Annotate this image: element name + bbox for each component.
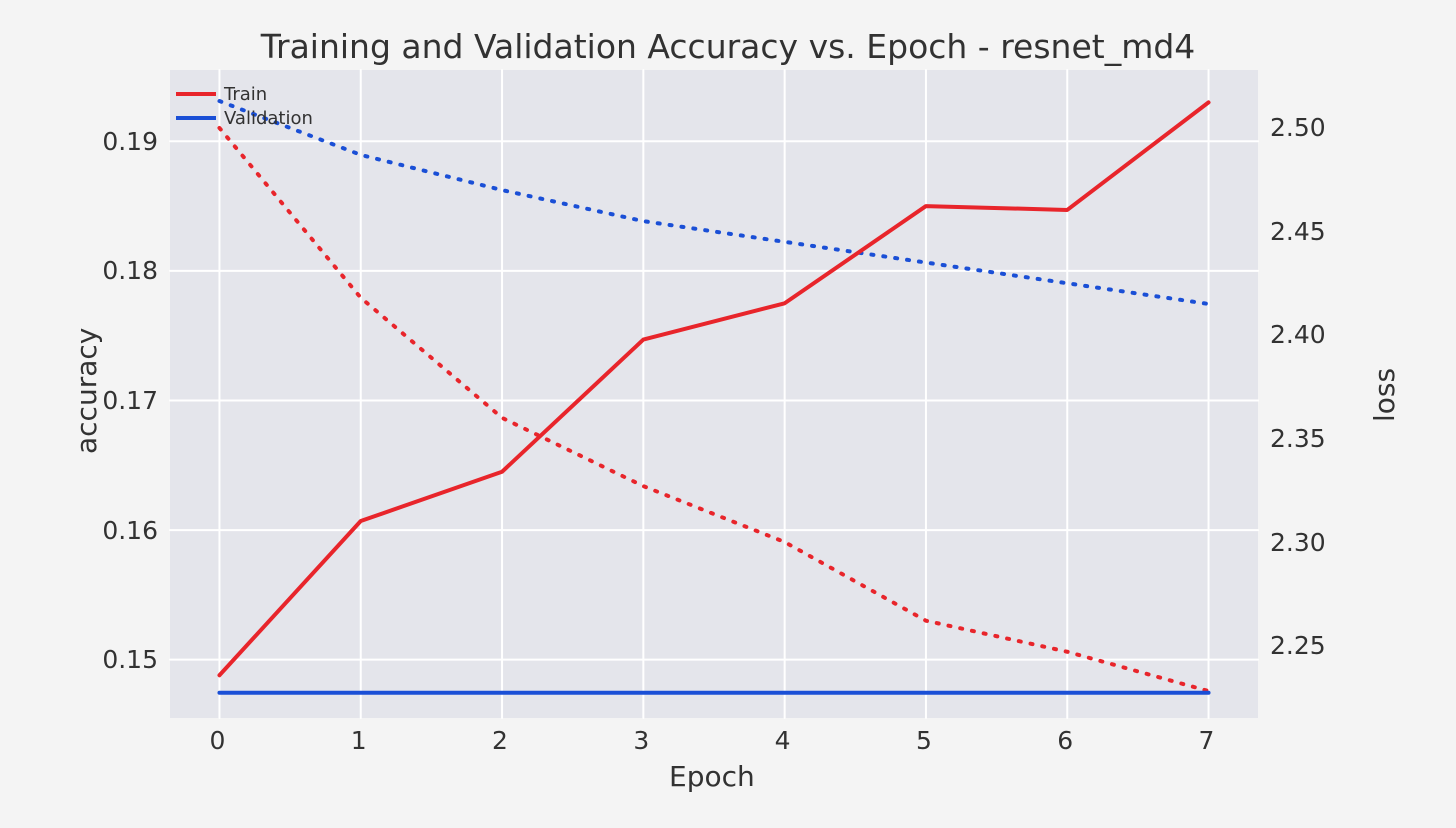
series-svg	[0, 0, 1456, 828]
x-tick-label: 6	[1057, 726, 1073, 755]
training-chart: Training and Validation Accuracy vs. Epo…	[0, 0, 1456, 828]
x-tick-label: 3	[633, 726, 649, 755]
y-right-tick-label: 2.35	[1270, 424, 1326, 453]
y-left-axis-label: accuracy	[70, 328, 103, 454]
y-left-tick-label: 0.19	[102, 127, 158, 156]
y-left-tick-label: 0.18	[102, 256, 158, 285]
y-left-tick-label: 0.17	[102, 386, 158, 415]
y-right-tick-label: 2.25	[1270, 631, 1326, 660]
legend-line	[176, 116, 216, 120]
legend-label: Validation	[224, 108, 313, 129]
x-tick-label: 7	[1199, 726, 1215, 755]
y-right-tick-label: 2.50	[1270, 113, 1326, 142]
x-tick-label: 1	[351, 726, 367, 755]
y-left-tick-label: 0.16	[102, 516, 158, 545]
x-tick-label: 4	[775, 726, 791, 755]
x-tick-label: 5	[916, 726, 932, 755]
y-right-tick-label: 2.40	[1270, 320, 1326, 349]
y-right-axis-label: loss	[1368, 368, 1401, 422]
legend-label: Train	[224, 84, 267, 105]
x-tick-label: 2	[492, 726, 508, 755]
x-tick-label: 0	[209, 726, 225, 755]
y-left-tick-label: 0.15	[102, 645, 158, 674]
legend-line	[176, 92, 216, 96]
y-right-tick-label: 2.30	[1270, 528, 1326, 557]
x-axis-label: Epoch	[669, 760, 755, 793]
y-right-tick-label: 2.45	[1270, 217, 1326, 246]
